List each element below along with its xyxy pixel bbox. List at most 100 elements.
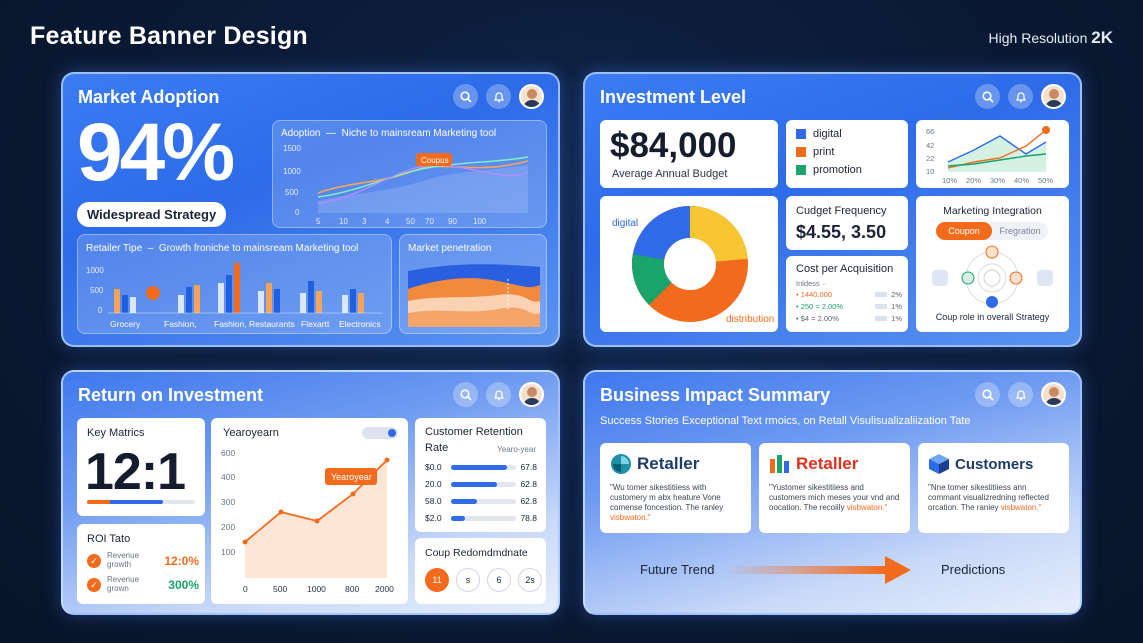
cpa-row-value: • $4 = 2.00%	[796, 314, 839, 323]
avatar[interactable]	[519, 382, 544, 407]
story-text: "Wu tomer sikestitiiess with customery m…	[610, 483, 742, 523]
x-category: Grocery	[110, 319, 141, 329]
cpa-row-right: 2%	[875, 290, 902, 299]
trend-arrow-icon	[725, 556, 911, 584]
roi-tato-panel: ROI Tato ✓ Revenue growth 12:0% ✓ Revenu…	[77, 524, 205, 604]
roi-tato-value: 300%	[168, 577, 199, 592]
bell-icon[interactable]	[1008, 84, 1033, 109]
retention-row-bar	[451, 515, 517, 521]
story-link[interactable]: visbwaton."	[1000, 503, 1042, 512]
retention-rate: Rate	[425, 442, 449, 454]
story-logo: Retaller	[769, 453, 858, 475]
yoy-tag: Yearoyear	[331, 472, 372, 482]
retention-row-bar	[451, 481, 517, 487]
adoption-percentage: 94%	[77, 107, 235, 198]
cpa-row-value: • 250 = 2.00%	[796, 302, 844, 311]
bell-icon[interactable]	[486, 382, 511, 407]
bell-icon[interactable]	[486, 84, 511, 109]
y-tick: 0	[295, 208, 300, 217]
retention-row-value: 78.8	[520, 513, 537, 523]
key-metrics-panel: Key Matrics 12:1	[77, 418, 205, 516]
donut-bottom-label: distribution	[726, 314, 774, 325]
yoy-title: Yearoyearn	[223, 427, 279, 439]
adoption-chart-header: Adoption — Niche to mainsream Marketing …	[281, 128, 497, 139]
legend-label: digital	[813, 128, 842, 140]
legend-swatch	[796, 165, 806, 175]
yoy-toggle[interactable]	[362, 427, 398, 439]
swirl-logo-icon	[611, 454, 631, 474]
coupon-panel: Coup Redomdmdnate 11 s 6 2s	[415, 538, 546, 604]
x-tick: 4	[385, 217, 390, 226]
coupon-circles: 11 s 6 2s	[425, 568, 542, 592]
story-card[interactable]: Customers "Nne tomer sikestitiiess ann c…	[918, 443, 1069, 533]
search-icon[interactable]	[453, 84, 478, 109]
story-name: Customers	[955, 455, 1034, 473]
card-actions	[453, 84, 544, 109]
tab-coupon[interactable]: Coupon	[936, 222, 992, 240]
x-tick: 500	[273, 584, 287, 594]
legend-item: print	[796, 146, 898, 158]
coupon-circle[interactable]: 2s	[518, 568, 542, 592]
adoption-tag-bg	[416, 153, 452, 166]
cpa-row-a: 250 = 2.00%	[800, 302, 844, 311]
story-card[interactable]: Retaller "Wu tomer sikestitiiess with cu…	[600, 443, 751, 533]
cpa-row-value: • 1440.000	[796, 290, 833, 299]
y-tick: 1000	[283, 167, 301, 176]
integration-tabs: Coupon Fregration	[936, 222, 1048, 240]
x-category: Flexartt	[301, 319, 330, 329]
retention-title: Customer Retention	[425, 426, 523, 438]
key-metrics-value: 12:1	[85, 443, 186, 501]
retailer-bar-chart: 1000 500 0 Grocery Fashion, Fashion, Res…	[86, 263, 383, 329]
bell-icon[interactable]	[1008, 382, 1033, 407]
y-tick: 500	[90, 286, 104, 295]
x-tick: 40%	[1014, 176, 1029, 185]
y-tick: 0	[98, 306, 103, 315]
x-tick: 5	[316, 217, 321, 226]
search-icon[interactable]	[975, 84, 1000, 109]
avatar[interactable]	[1041, 84, 1066, 109]
resolution-value: 2K	[1091, 28, 1113, 47]
coupon-circle[interactable]: s	[456, 568, 480, 592]
future-trend-label: Future Trend	[640, 562, 715, 577]
retailer-chart-header: Retailer Tipe – Growth froniche to mains…	[86, 243, 359, 254]
cpa-row: • 1440.000 2%	[796, 290, 902, 299]
search-icon[interactable]	[975, 382, 1000, 407]
story-card[interactable]: Retaller "Yustomer sikestitiiess and cus…	[759, 443, 910, 533]
adoption-tag: Coupus	[421, 156, 449, 165]
integration-panel: Marketing Integration Coupon Fregration …	[916, 196, 1069, 332]
x-tick: 100	[473, 217, 487, 226]
x-tick: 0	[243, 584, 248, 594]
x-tick: 1000	[307, 584, 326, 594]
impact-card: Business Impact Summary Success Stories …	[583, 370, 1082, 615]
market-adoption-card: Market Adoption 94% Widespread Strategy …	[61, 72, 560, 347]
roi-tato-label: Revenue grown	[107, 575, 140, 593]
integration-title: Marketing Integration	[943, 205, 1042, 217]
cpa-row: • 250 = 2.00% 1%	[796, 302, 902, 311]
predictions-label: Predictions	[941, 562, 1006, 577]
cpa-row-a: 1440.000	[800, 290, 833, 299]
tab-fregration[interactable]: Fregration	[999, 226, 1041, 236]
y-tick: 10	[926, 167, 934, 176]
coupon-circle[interactable]: 11	[425, 568, 449, 592]
story-link[interactable]: visbwaton."	[846, 503, 888, 512]
story-link[interactable]: visbwaton."	[610, 513, 651, 522]
retention-row: 58.0 62.8	[425, 496, 537, 506]
x-tick: 30%	[990, 176, 1005, 185]
bars-logo-icon	[770, 455, 789, 473]
retention-row-value: 67.8	[520, 462, 537, 472]
resolution-prefix: High Resolution	[988, 30, 1088, 46]
roi-tato-title: ROI Tato	[87, 533, 131, 545]
coupon-circle[interactable]: 6	[487, 568, 511, 592]
budget-label: Average Annual Budget	[612, 168, 728, 180]
legend-swatch	[796, 147, 806, 157]
strategy-pill: Widespread Strategy	[77, 202, 227, 227]
search-icon[interactable]	[453, 382, 478, 407]
avatar[interactable]	[519, 84, 544, 109]
cpa-row-b: 1%	[891, 314, 902, 323]
cube-logo-icon	[929, 454, 949, 474]
budget-frequency-value: $4.55, 3.50	[796, 222, 887, 242]
budget-frequency-panel: Cudget Frequency $4.55, 3.50	[786, 196, 908, 250]
retailer-title: Retailer Tipe	[86, 243, 143, 254]
cpa-row-a: $4 = 2.00%	[800, 314, 839, 323]
avatar[interactable]	[1041, 382, 1066, 407]
